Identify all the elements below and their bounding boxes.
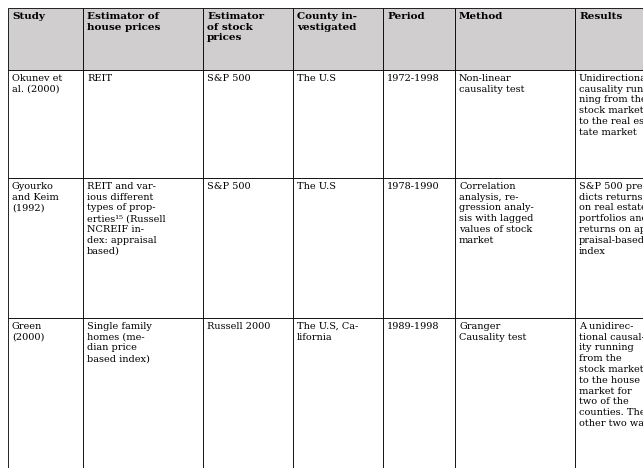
Bar (83, 70, 203, 178)
Bar (83, 318, 203, 468)
Bar (383, 8, 455, 70)
Bar (455, 8, 575, 70)
Bar (293, 178, 383, 318)
Bar (8, 178, 83, 318)
Text: 1978-1990: 1978-1990 (387, 182, 440, 191)
Text: Green
(2000): Green (2000) (12, 322, 44, 342)
Text: Single family
homes (me-
dian price
based index): Single family homes (me- dian price base… (87, 322, 152, 363)
Text: S&P 500 pre-
dicts returns
on real estate
portfolios and
returns on ap-
praisal-: S&P 500 pre- dicts returns on real estat… (579, 182, 643, 256)
Bar (8, 70, 83, 178)
Bar (293, 8, 383, 70)
Text: REIT: REIT (87, 74, 112, 83)
Text: Okunev et
al. (2000): Okunev et al. (2000) (12, 74, 62, 94)
Bar (575, 318, 643, 468)
Bar (455, 178, 575, 318)
Text: S&P 500: S&P 500 (207, 74, 251, 83)
Bar (575, 178, 643, 318)
Bar (455, 70, 575, 178)
Text: Period: Period (387, 12, 424, 21)
Bar (83, 8, 203, 70)
Text: The U.S: The U.S (297, 74, 336, 83)
Text: 1972-1998: 1972-1998 (387, 74, 440, 83)
Text: Estimator of
house prices: Estimator of house prices (87, 12, 160, 32)
Bar (83, 178, 203, 318)
Bar (203, 8, 293, 70)
Bar (203, 70, 293, 178)
Bar (455, 318, 575, 468)
Text: Results: Results (579, 12, 622, 21)
Bar (8, 318, 83, 468)
Text: 1989-1998: 1989-1998 (387, 322, 440, 331)
Text: Method: Method (459, 12, 503, 21)
Bar (203, 318, 293, 468)
Text: REIT and var-
ious different
types of prop-
erties¹⁵ (Russell
NCREIF in-
dex: ap: REIT and var- ious different types of pr… (87, 182, 166, 256)
Bar (383, 70, 455, 178)
Text: The U.S: The U.S (297, 182, 336, 191)
Bar (203, 178, 293, 318)
Text: Estimator
of stock
prices: Estimator of stock prices (207, 12, 264, 43)
Text: A unidirec-
tional causal-
ity running
from the
stock market
to the house
market: A unidirec- tional causal- ity running f… (579, 322, 643, 428)
Text: County in-
vestigated: County in- vestigated (297, 12, 357, 32)
Text: Correlation
analysis, re-
gression analy-
sis with lagged
values of stock
market: Correlation analysis, re- gression analy… (459, 182, 534, 245)
Bar (575, 70, 643, 178)
Text: The U.S, Ca-
lifornia: The U.S, Ca- lifornia (297, 322, 358, 342)
Bar (293, 318, 383, 468)
Bar (8, 8, 83, 70)
Bar (383, 318, 455, 468)
Text: Study: Study (12, 12, 45, 21)
Text: Gyourko
and Keim
(1992): Gyourko and Keim (1992) (12, 182, 59, 212)
Text: S&P 500: S&P 500 (207, 182, 251, 191)
Text: Unidirectional
causality run-
ning from the
stock market
to the real es-
tate ma: Unidirectional causality run- ning from … (579, 74, 643, 137)
Bar (293, 70, 383, 178)
Text: Granger
Causality test: Granger Causality test (459, 322, 527, 342)
Text: Russell 2000: Russell 2000 (207, 322, 270, 331)
Text: Non-linear
causality test: Non-linear causality test (459, 74, 525, 94)
Bar (575, 8, 643, 70)
Bar (383, 178, 455, 318)
